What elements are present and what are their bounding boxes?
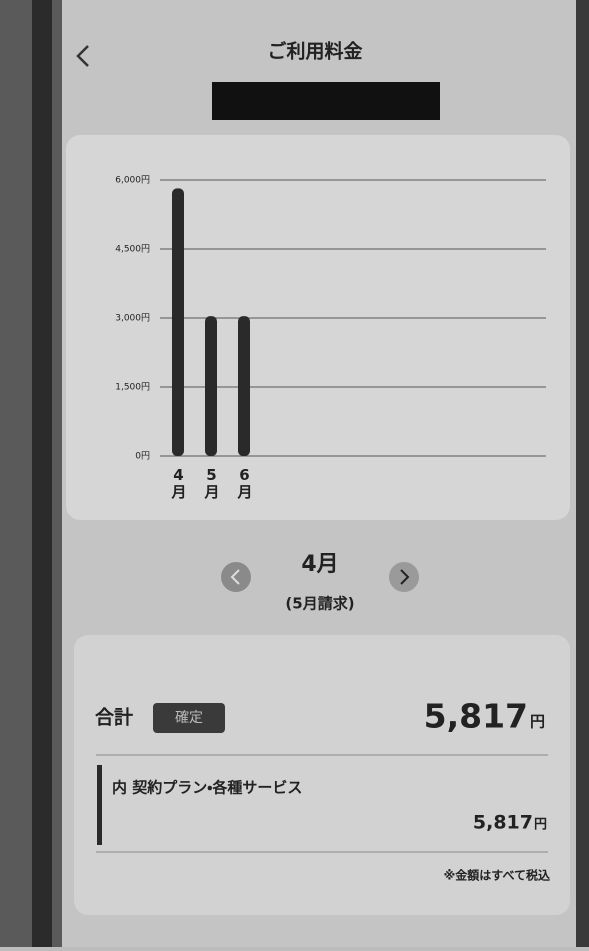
page-title: ご利用料金	[267, 40, 362, 63]
phone-edge-right	[576, 0, 589, 947]
y-tick-label: 1,500円	[115, 382, 150, 393]
status-text: 確定	[175, 710, 203, 726]
next-month-button[interactable]	[389, 562, 419, 592]
phone-edge	[0, 0, 62, 947]
total-unit: 円	[530, 713, 545, 731]
x-tick-label: 5月	[203, 466, 221, 500]
tax-note: ※金額はすべて税込	[444, 868, 550, 883]
selected-month: 4月	[301, 552, 338, 577]
x-tick-label: 6月	[236, 466, 254, 500]
item-accent	[97, 765, 102, 845]
bar	[172, 188, 184, 456]
prev-month-button[interactable]	[221, 562, 251, 592]
billing-month: (5月請求)	[285, 595, 354, 613]
item-amount: 5,817	[473, 812, 533, 834]
item-unit: 円	[534, 818, 547, 833]
redacted-box	[212, 82, 440, 120]
total-amount: 5,817	[424, 697, 528, 736]
chart-card	[66, 135, 570, 520]
y-tick-label: 3,000円	[115, 313, 150, 324]
screen: ご利用料金 0円 1,500円 3,000円 4,500円 6,000円 4月 5月 6月 4…	[0, 0, 589, 947]
page: usage {"header": {"title": "ご利用料金"}, "ch…	[0, 0, 589, 947]
y-tick-label: 4,500円	[115, 244, 150, 255]
total-label: 合計	[95, 706, 133, 729]
phone-edge-dark	[32, 0, 52, 947]
item-label: 内 契約プラン・各種サービス	[112, 779, 302, 797]
y-tick-label: 6,000円	[115, 175, 150, 186]
bar	[205, 316, 217, 456]
x-tick-label: 4月	[170, 466, 188, 500]
bar	[238, 316, 250, 456]
body: ご利用料金 0円 1,500円 3,000円 4,500円 6,000円 4月 5月 6月 4…	[0, 0, 589, 947]
y-tick-label: 0円	[135, 451, 150, 462]
